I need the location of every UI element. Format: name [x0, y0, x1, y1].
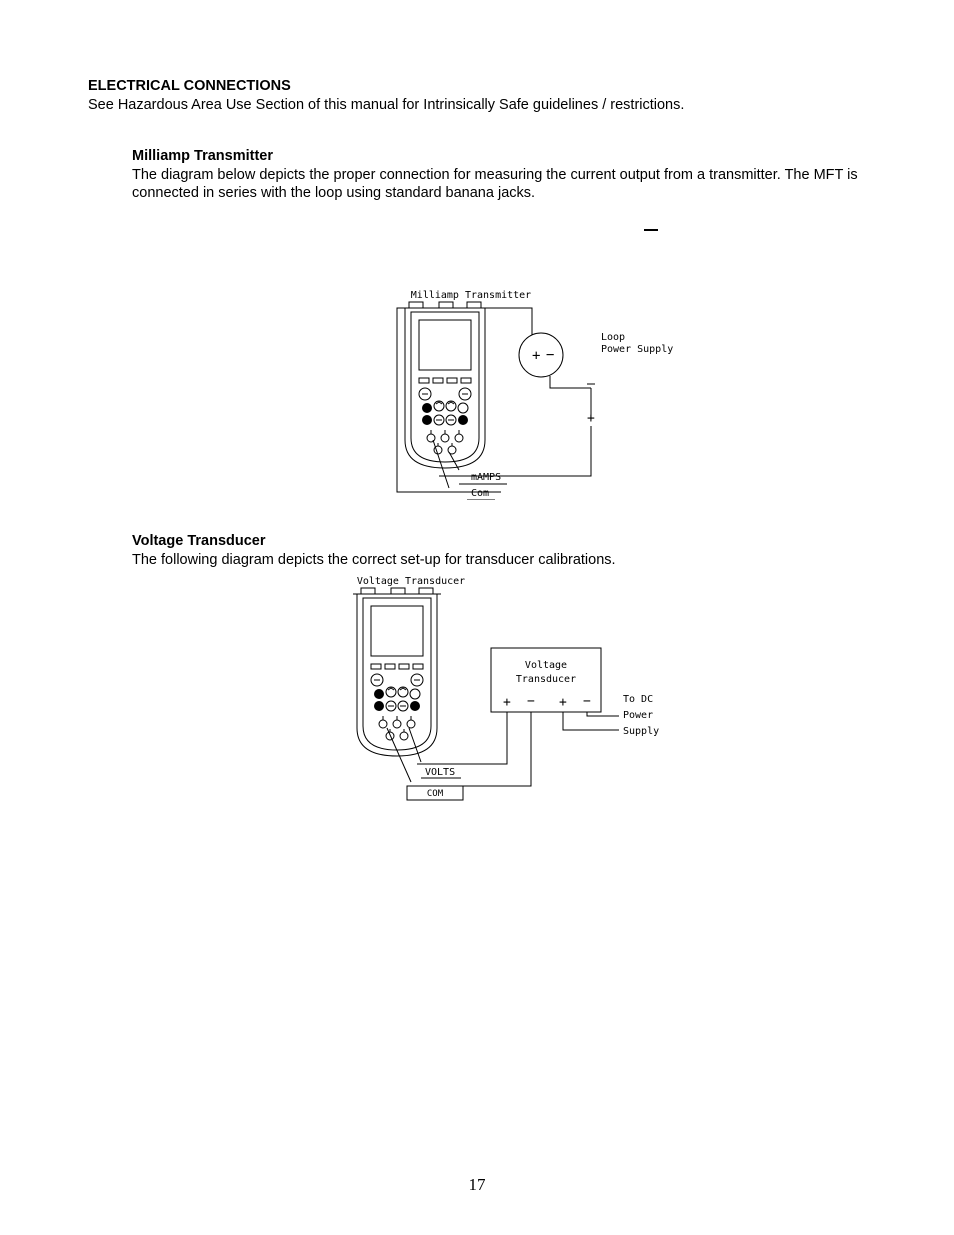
- sub-text-1: The diagram below depicts the proper con…: [132, 166, 914, 202]
- d1-com: Com: [471, 488, 489, 499]
- d2-volts: VOLTS: [425, 767, 455, 778]
- svg-text:−: −: [583, 694, 591, 709]
- svg-text:+: +: [587, 411, 595, 426]
- d1-title: Milliamp Transmitter: [411, 290, 531, 301]
- svg-text:−: −: [546, 347, 554, 363]
- section-heading: ELECTRICAL CONNECTIONS: [88, 78, 914, 94]
- svg-text:+: +: [532, 348, 540, 364]
- diagram-voltage: Voltage Transducer: [88, 572, 914, 827]
- intro-text: See Hazardous Area Use Section of this m…: [88, 96, 914, 114]
- diagram-milliamp: Milliamp Transmitter: [88, 220, 914, 505]
- sub-heading-1: Milliamp Transmitter: [132, 148, 914, 164]
- svg-text:+: +: [559, 695, 567, 710]
- svg-text:+: +: [503, 695, 511, 710]
- sub-text-2: The following diagram depicts the correc…: [132, 551, 914, 569]
- sub-heading-2: Voltage Transducer: [132, 533, 914, 549]
- d2-box2: Transducer: [516, 674, 576, 685]
- d1-mamps: mAMPS: [471, 472, 501, 483]
- d2-r2: Power: [623, 710, 653, 721]
- page-number: 17: [0, 1175, 954, 1195]
- d2-com: COM: [427, 789, 444, 799]
- d2-box1: Voltage: [525, 660, 567, 671]
- d1-ps: Power Supply: [601, 344, 673, 355]
- d2-r3: Supply: [623, 726, 659, 737]
- d1-loop: Loop: [601, 332, 625, 343]
- d2-r1: To DC: [623, 694, 653, 705]
- d2-title: Voltage Transducer: [357, 576, 465, 587]
- svg-text:−: −: [527, 694, 535, 709]
